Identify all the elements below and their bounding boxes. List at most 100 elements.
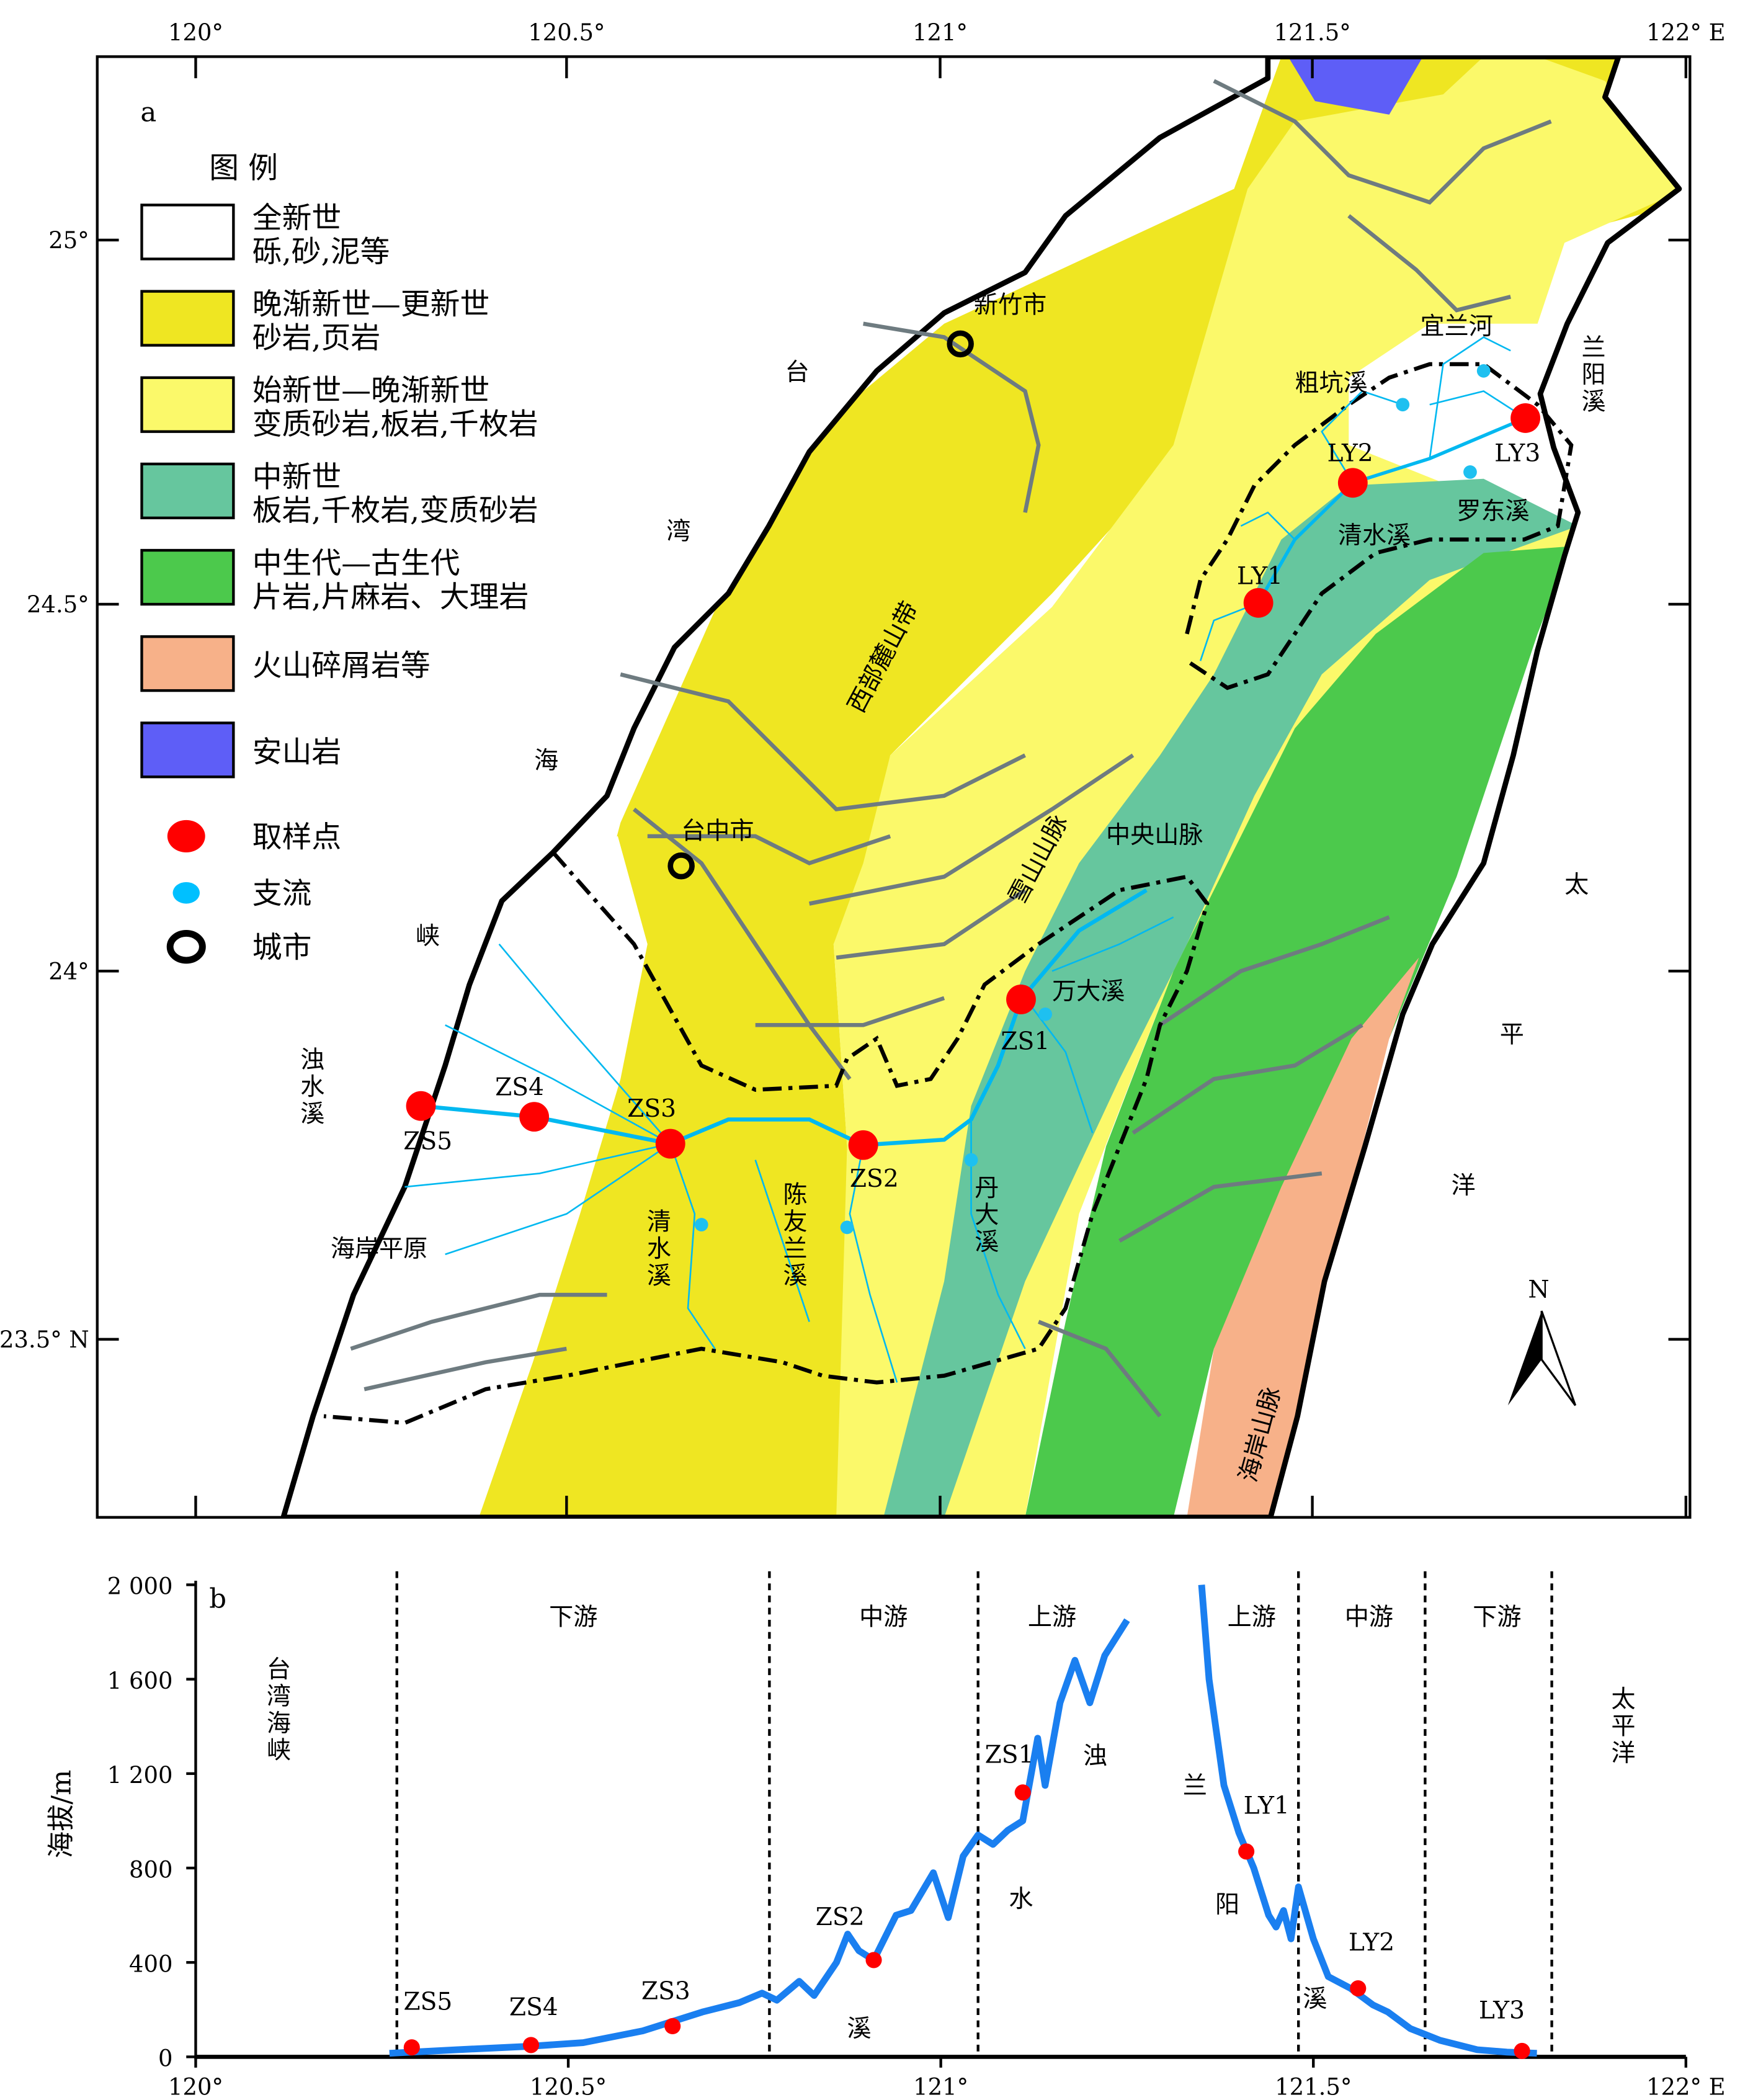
- reach-label: 中游: [1345, 1604, 1393, 1632]
- profile-sample-label: ZS1: [985, 1741, 1034, 1769]
- profile-sample-zs1[interactable]: [1014, 1784, 1031, 1801]
- profile-sample-label: ZS3: [641, 1977, 690, 2005]
- basin-boundary: [323, 851, 1210, 1425]
- map-label-taichung: 台中市: [681, 817, 754, 845]
- sample-label: LY1: [1237, 562, 1283, 590]
- stream: [445, 1143, 671, 1256]
- tributary-dot-icon: [840, 1220, 854, 1235]
- map-label-lanyang: 兰阳溪: [1577, 334, 1605, 415]
- basin-boundary: [1185, 362, 1574, 690]
- map-label-hsinchu: 新竹市: [974, 291, 1046, 319]
- legend-swatch: [140, 722, 235, 779]
- city-icon: [947, 330, 974, 358]
- stream: [754, 1159, 810, 1322]
- legend-label: 全新世: [252, 201, 341, 235]
- map-label-strait-3: 海: [534, 747, 558, 775]
- profile-sample-zs5[interactable]: [403, 2039, 420, 2056]
- lon-tick-label: 122° E: [1646, 19, 1726, 46]
- sample-point-zs4[interactable]: [519, 1102, 550, 1132]
- legend-label: 安山岩: [252, 735, 341, 769]
- sample-point-zs5[interactable]: [406, 1091, 436, 1121]
- lat-tick-label: 23.5° N: [0, 1326, 89, 1353]
- reach-label: 中游: [859, 1604, 908, 1632]
- sample-label: ZS4: [495, 1073, 544, 1101]
- north-arrow-icon: [1507, 1311, 1542, 1406]
- map-frame: [96, 55, 1692, 1519]
- red-dot-icon: [167, 820, 205, 853]
- stream: [669, 1143, 716, 1349]
- y-tick-label: 800: [129, 1856, 173, 1883]
- profile-sample-zs3[interactable]: [664, 2017, 681, 2035]
- elevation-profile-chart: b 海拔/m 0 400 800 1 200 1 600 2 000 120° 120.5° 1…: [46, 1571, 1726, 2100]
- gray-river: [633, 807, 852, 1081]
- lon-tick-label: 121°: [912, 19, 968, 46]
- sample-point-ly2[interactable]: [1337, 468, 1368, 498]
- legend-swatch: [140, 290, 235, 347]
- river-name-zhuoshui-char: 浊: [1083, 1743, 1107, 1771]
- gray-river: [1038, 1320, 1162, 1418]
- cyan-dot-icon: [172, 882, 200, 904]
- gray-river: [836, 888, 1027, 960]
- profile-sample-label: ZS5: [403, 1988, 452, 2016]
- lon-tick-label: 120.5°: [528, 19, 605, 46]
- y-tick-label: 0: [158, 2045, 173, 2072]
- reach-label: 下游: [1473, 1604, 1521, 1632]
- side-label-west: 台湾海峡: [262, 1656, 290, 1764]
- legend-symbol-label: 城市: [252, 931, 312, 965]
- map-label-qingshui-e: 清水溪: [1338, 522, 1411, 550]
- sample-label: LY3: [1494, 440, 1540, 468]
- river-name-lanyang-char: 溪: [1303, 1985, 1327, 2013]
- river-name-zhuoshui-char: 水: [1009, 1885, 1033, 1913]
- gray-river: [1118, 1171, 1323, 1243]
- tributary-dot-icon: [1038, 1008, 1052, 1021]
- river-name-zhuoshui-char: 溪: [847, 2015, 872, 2043]
- map-label-zhuoshui: 浊水溪: [297, 1047, 324, 1127]
- mesozoic-paleozoic-unit: [1025, 546, 1572, 1517]
- profile-sample-ly3[interactable]: [1514, 2042, 1530, 2059]
- sample-label: ZS3: [627, 1095, 676, 1123]
- y-tick-label: 2 000: [107, 1573, 173, 1600]
- legend-title: 图 例: [209, 151, 278, 185]
- profile-sample-label: LY1: [1244, 1792, 1290, 1820]
- profile-line-zhuoshui: [389, 1618, 1130, 2057]
- profile-sample-zs2[interactable]: [865, 1952, 882, 1968]
- x-tick-label: 121.5°: [1275, 2073, 1352, 2100]
- gray-river: [1347, 214, 1511, 313]
- legend-label: 中新世: [252, 460, 341, 494]
- coastline: [280, 56, 1682, 1517]
- map-label-qingshui-w: 清水溪: [643, 1209, 671, 1289]
- lat-tick-label: 25°: [48, 227, 89, 254]
- profile-sample-ly1[interactable]: [1238, 1843, 1255, 1860]
- map-label-yilan-river: 宜兰河: [1421, 313, 1493, 341]
- river-name-lanyang-char: 兰: [1183, 1772, 1207, 1800]
- gray-river: [1131, 1023, 1363, 1135]
- sample-point-ly3[interactable]: [1510, 403, 1541, 433]
- map-label-pacific-1: 太: [1564, 871, 1589, 899]
- map-label-wanda: 万大溪: [1052, 978, 1125, 1006]
- legend-swatch: [140, 203, 235, 261]
- legend-sublabel: 变质砂岩,板岩,千枚岩: [252, 408, 538, 442]
- sample-label: LY2: [1327, 440, 1373, 468]
- black-ring-icon: [166, 930, 206, 964]
- sample-point-zs2[interactable]: [848, 1130, 878, 1160]
- legend-swatch: [140, 376, 235, 433]
- profile-sample-ly2[interactable]: [1350, 1980, 1367, 1997]
- stream: [1429, 390, 1526, 419]
- gray-river: [809, 753, 1135, 906]
- map-label-chenyoulan: 陈友兰溪: [779, 1181, 807, 1289]
- tributary-dot-icon: [964, 1153, 978, 1167]
- map-label-strait-2: 湾: [666, 518, 690, 546]
- legend-symbol-label: 支流: [252, 877, 312, 911]
- profile-sample-label: LY2: [1349, 1929, 1394, 1957]
- sample-point-zs1[interactable]: [1006, 985, 1036, 1014]
- sample-point-zs3[interactable]: [655, 1128, 685, 1159]
- gray-river: [620, 672, 1026, 811]
- andesite-unit: [1288, 56, 1423, 115]
- sample-point-ly1[interactable]: [1243, 588, 1274, 618]
- stream: [445, 1024, 671, 1145]
- profile-sample-zs4[interactable]: [522, 2037, 540, 2053]
- profile-sample-label: ZS4: [509, 1994, 558, 2022]
